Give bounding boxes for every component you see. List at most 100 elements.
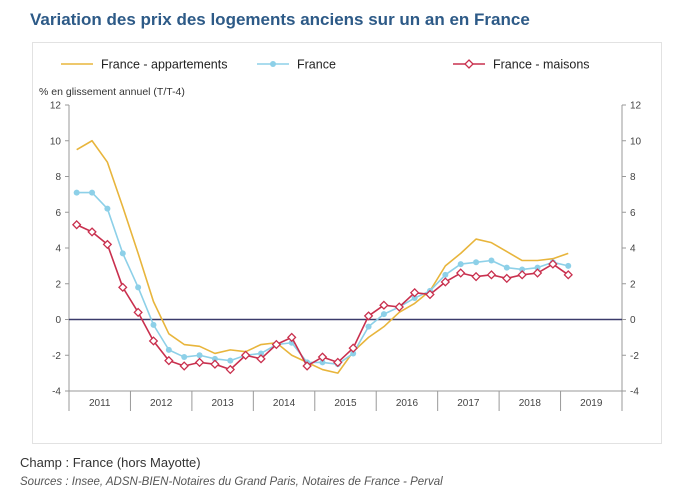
- data-point: [194, 357, 205, 368]
- legend-item: France: [257, 58, 336, 72]
- y-tick-label-right: 6: [630, 208, 636, 219]
- data-point: [486, 270, 497, 280]
- data-point: [196, 352, 203, 359]
- data-point: [240, 350, 251, 360]
- data-point: [227, 357, 234, 364]
- data-point: [164, 355, 174, 366]
- data-point: [87, 227, 97, 237]
- data-point: [409, 287, 420, 298]
- data-point: [548, 259, 558, 269]
- data-point: [118, 282, 128, 293]
- series-line: [76, 224, 569, 371]
- x-tick-label: 2017: [457, 398, 480, 409]
- x-tick-label: 2019: [580, 398, 603, 409]
- data-point: [365, 323, 372, 330]
- data-point: [89, 189, 96, 196]
- data-point: [534, 264, 541, 271]
- x-tick-label: 2014: [273, 398, 296, 409]
- data-point: [565, 262, 572, 269]
- data-point: [503, 264, 510, 271]
- y-tick-label-right: 0: [630, 315, 636, 326]
- data-point: [532, 268, 543, 278]
- data-point: [135, 284, 142, 291]
- data-point: [502, 273, 512, 284]
- series-layer: [71, 139, 573, 375]
- data-point: [148, 336, 159, 346]
- data-point: [319, 359, 326, 366]
- data-point: [380, 311, 387, 318]
- y-tick-label-right: 2: [630, 279, 636, 290]
- y-tick-label-left: -2: [52, 351, 61, 362]
- chart-title: Variation des prix des logements anciens…: [30, 10, 530, 29]
- data-point: [271, 339, 282, 350]
- data-point: [302, 361, 312, 371]
- y-tick-label-left: 6: [55, 208, 61, 219]
- x-tick-label: 2011: [89, 398, 111, 409]
- data-point: [440, 277, 451, 287]
- legend-marker: [270, 61, 276, 67]
- data-point: [73, 189, 80, 196]
- data-point: [211, 355, 218, 362]
- series-line: [76, 191, 569, 365]
- x-tick-label: 2016: [396, 398, 419, 409]
- data-point: [473, 259, 480, 266]
- y-tick-label-left: 2: [55, 279, 61, 290]
- legend-marker: [464, 59, 474, 69]
- y-tick-label-left: 10: [50, 136, 62, 147]
- data-point: [563, 270, 573, 280]
- data-point: [119, 250, 126, 257]
- data-point: [348, 343, 358, 353]
- data-point: [488, 257, 495, 264]
- data-point: [179, 361, 189, 371]
- x-tick-label: 2018: [519, 398, 542, 409]
- y-tick-label-right: 4: [630, 244, 636, 255]
- data-point: [287, 332, 297, 343]
- legend-label: France: [297, 58, 336, 72]
- data-point: [150, 321, 157, 328]
- y-tick-label-left: 8: [55, 172, 61, 183]
- data-point: [102, 239, 113, 250]
- x-tick-label: 2015: [334, 398, 357, 409]
- legend-label: France - appartements: [101, 58, 227, 72]
- y-tick-label-left: 4: [55, 244, 61, 255]
- series-3: [71, 220, 573, 375]
- data-point: [363, 311, 374, 321]
- data-point: [394, 302, 404, 312]
- y-tick-label-left: 0: [55, 315, 61, 326]
- chart-frame: France - appartements France France - mais…: [32, 42, 662, 444]
- data-point: [519, 266, 526, 273]
- data-point: [71, 220, 82, 230]
- data-point: [442, 271, 449, 278]
- data-point: [457, 261, 464, 268]
- legend-item: France - appartements: [61, 58, 227, 72]
- series-1: [76, 139, 569, 374]
- data-point: [256, 354, 266, 364]
- data-point: [350, 350, 357, 357]
- y-axis-label: % en glissement annuel (T/T-4): [39, 86, 185, 98]
- data-point: [333, 357, 343, 368]
- scope-note: Champ : France (hors Mayotte): [20, 455, 201, 470]
- data-point: [133, 307, 143, 318]
- y-tick-label-right: 8: [630, 172, 636, 183]
- x-tick-label: 2012: [150, 398, 173, 409]
- legend-label: France - maisons: [493, 58, 590, 72]
- y-tick-label-right: -2: [630, 351, 639, 362]
- line-chart: France - appartements France France - mais…: [39, 58, 642, 411]
- x-tick-label: 2013: [211, 398, 234, 409]
- series-2: [73, 189, 572, 368]
- legend: France - appartements France France - mais…: [61, 58, 590, 72]
- y-tick-label-left: 12: [50, 101, 62, 112]
- data-point: [471, 271, 481, 282]
- data-point: [411, 295, 418, 302]
- data-point: [517, 270, 527, 280]
- data-point: [317, 352, 328, 362]
- data-point: [225, 364, 236, 375]
- data-point: [104, 205, 111, 212]
- series-line: [76, 139, 569, 374]
- data-point: [425, 289, 435, 300]
- data-point: [165, 346, 172, 353]
- sources-note: Sources : Insee, ADSN-BIEN-Notaires du G…: [20, 476, 443, 488]
- legend-item: France - maisons: [453, 58, 590, 72]
- data-point: [455, 268, 466, 278]
- y-tick-label-right: 12: [630, 101, 642, 112]
